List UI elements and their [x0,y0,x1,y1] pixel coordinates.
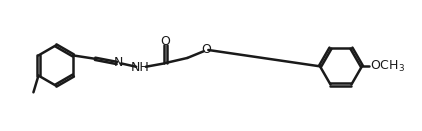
Text: OCH$_3$: OCH$_3$ [370,59,405,74]
Text: N: N [114,56,123,69]
Text: O: O [201,43,211,56]
Text: NH: NH [131,61,150,74]
Text: O: O [161,35,170,48]
